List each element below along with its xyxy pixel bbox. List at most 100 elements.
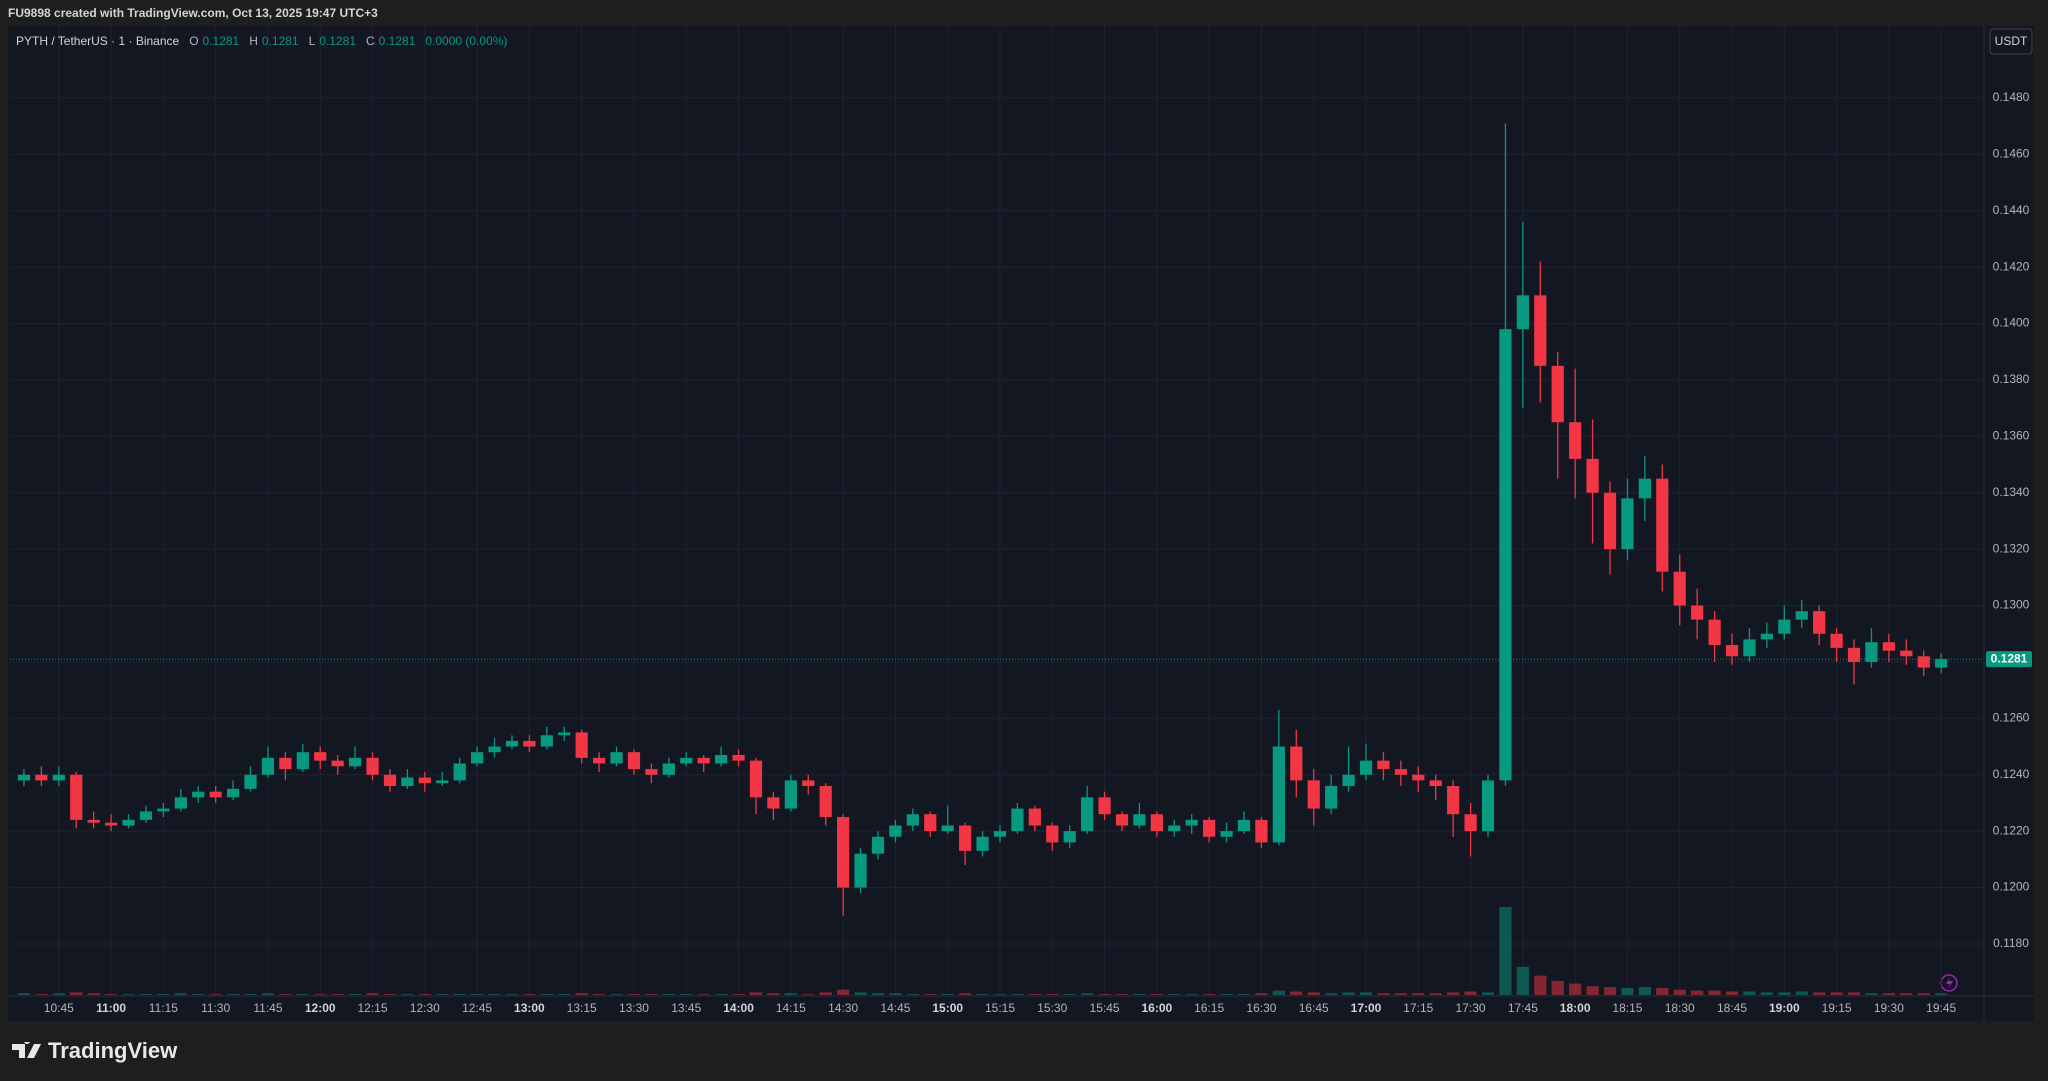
volume-bar	[383, 994, 397, 995]
x-tick-label: 15:00	[932, 1001, 963, 1015]
volume-bar	[1412, 993, 1425, 995]
candle-body	[627, 752, 641, 770]
volume-bar	[1150, 994, 1163, 995]
candle-body	[1795, 611, 1808, 620]
candle-body	[819, 786, 832, 818]
currency-box[interactable]	[1989, 28, 2033, 55]
candle-body	[1865, 642, 1878, 662]
open-value: 0.1281	[202, 34, 240, 48]
x-tick-label: 16:30	[1246, 1001, 1276, 1015]
volume-bar	[819, 992, 832, 995]
y-tick-label: 0.1380	[1993, 372, 2030, 386]
high-value: 0.1281	[261, 34, 299, 48]
x-tick-label: 11:45	[253, 1001, 282, 1015]
x-tick-label: 15:15	[985, 1001, 1015, 1015]
candle-body	[401, 777, 414, 787]
volume-bar	[1046, 994, 1059, 995]
candle-body	[1621, 498, 1634, 550]
volume-bar	[35, 994, 48, 995]
volume-bar	[192, 994, 205, 995]
volume-bar	[906, 994, 919, 995]
volume-bar	[1098, 994, 1111, 995]
x-tick-label: 19:15	[1822, 1001, 1852, 1015]
y-tick-label: 0.1340	[1993, 485, 2030, 499]
volume-bar	[697, 994, 710, 995]
candle-body	[993, 831, 1007, 837]
candle-body	[941, 825, 954, 832]
candle-body	[1882, 642, 1895, 651]
volume-bar	[575, 993, 588, 995]
candle-body	[209, 791, 222, 798]
candle-body	[732, 755, 745, 761]
volume-bar	[924, 994, 937, 995]
x-tick-label: 13:30	[619, 1001, 649, 1015]
volume-bar	[1481, 992, 1495, 995]
candle-body	[959, 825, 972, 851]
candle-body	[1325, 786, 1338, 809]
candle-body	[558, 732, 571, 736]
candle-body	[104, 822, 118, 826]
volume-bar	[1778, 992, 1791, 995]
candle-body	[1168, 825, 1181, 832]
volume-bar	[471, 994, 484, 995]
candle-body	[1377, 760, 1390, 770]
volume-bar	[331, 994, 344, 995]
y-tick-label: 0.1400	[1993, 316, 2030, 330]
candle-body	[261, 757, 275, 775]
candle-body	[174, 797, 187, 809]
x-tick-label: 14:15	[776, 1001, 806, 1015]
volume-bar	[523, 994, 536, 995]
candle-body	[383, 774, 397, 787]
x-tick-label: 12:45	[462, 1001, 492, 1015]
volume-bar	[732, 994, 745, 995]
x-tick-label: 11:00	[96, 1001, 126, 1015]
candle-body	[1534, 295, 1547, 366]
candle-body	[52, 774, 65, 781]
volume-bar	[1917, 993, 1930, 995]
candle-body	[784, 780, 797, 809]
x-tick-label: 17:00	[1351, 1001, 1382, 1015]
volume-bar	[1865, 993, 1878, 995]
volume-bar	[1028, 994, 1041, 995]
volume-bar	[1830, 992, 1843, 995]
candle-body	[1046, 825, 1059, 843]
x-tick-label: 17:15	[1403, 1001, 1433, 1015]
chart-background	[8, 26, 2034, 1021]
candle-body	[1813, 611, 1826, 634]
y-tick-label: 0.1440	[1993, 203, 2030, 217]
candle-body	[488, 746, 501, 753]
volume-bar	[1359, 992, 1373, 995]
volume-bar	[1813, 992, 1826, 995]
low-value: 0.1281	[319, 34, 356, 48]
symbol[interactable]: PYTH / TetherUS · 1 · Binance	[16, 34, 180, 48]
candle-body	[1586, 458, 1599, 493]
x-tick-label: 19:45	[1926, 1001, 1956, 1015]
candle-body	[1255, 819, 1268, 843]
y-tick-label: 0.1320	[1993, 541, 2030, 555]
volume-bar	[645, 994, 658, 995]
last-price-box	[1986, 651, 2032, 668]
volume-bar	[1760, 992, 1773, 995]
brand[interactable]: TradingView	[12, 1038, 177, 1064]
candle-body	[680, 757, 693, 764]
candle-body	[1203, 819, 1216, 837]
candle-body	[1551, 365, 1564, 423]
volume-bar	[261, 993, 275, 995]
volume-bar	[1900, 993, 1913, 995]
volume-bar	[366, 993, 379, 995]
candle-body	[802, 780, 815, 787]
volume-bar	[715, 994, 728, 995]
currency-label: USDT	[1995, 34, 2028, 48]
volume-bar	[1656, 987, 1669, 995]
volume-bar	[226, 994, 240, 995]
candle-body	[523, 740, 536, 747]
candle-body	[1307, 780, 1320, 809]
candle-body	[296, 752, 309, 770]
volume-bar	[122, 994, 135, 995]
volume-bar	[139, 994, 153, 995]
candle-body	[366, 757, 379, 775]
candle-body	[1150, 814, 1163, 832]
candle-body	[1342, 774, 1355, 787]
volume-bar	[52, 993, 65, 995]
volume-bar	[1691, 990, 1704, 995]
